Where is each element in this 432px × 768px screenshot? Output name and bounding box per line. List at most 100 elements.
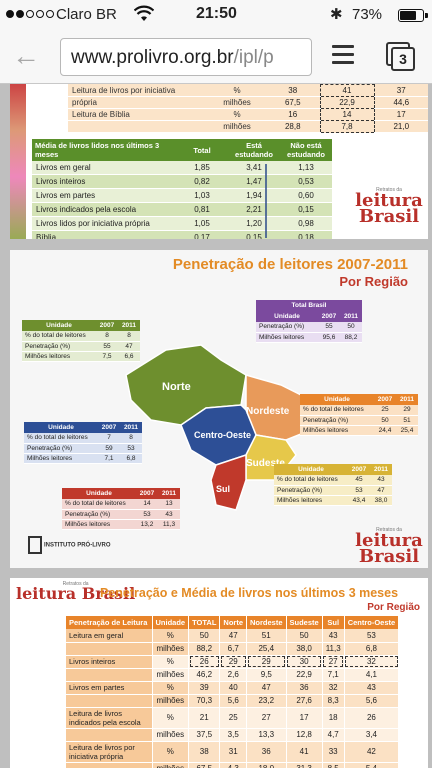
table-cell: 1,94 [228, 188, 280, 203]
table-cell: 12,8 [286, 728, 323, 742]
column-header: 2007 [96, 320, 118, 331]
table-cell: 8,5 [322, 762, 345, 768]
table-cell: 41 [319, 84, 375, 97]
table-cell: 38 [266, 84, 320, 97]
table-cell: 0,17 [176, 230, 228, 239]
row-label: Leitura de livros por iniciativa própria [66, 741, 153, 763]
slide-title: Penetração e Média de livros nos últimos… [100, 586, 399, 600]
table-cell: % do total de leitores [300, 405, 374, 416]
signal-dot [36, 10, 44, 18]
table-cell: 18,0 [246, 762, 287, 768]
row-label: Leitura em geral [66, 629, 153, 643]
row-label: Livros inteiros [66, 655, 153, 669]
table-cell: Penetração (%) [62, 509, 136, 520]
web-page-content[interactable]: Leitura de livros por iniciativa% 38 41 37 p… [0, 84, 432, 768]
table-row: % do total de leitores 8 8 [22, 331, 140, 342]
media-livros-table: Média de livros lidos nos últimos 3 mese… [32, 139, 332, 239]
table-cell: 55 [96, 341, 118, 352]
retratos-logo: Retratos da leitura Brasil [355, 527, 423, 567]
table-cell: 31,3 [286, 762, 323, 768]
battery-icon [398, 9, 428, 22]
column-header: 2011 [396, 394, 418, 405]
table-cell: 33 [322, 741, 345, 763]
table-row: milhões 70,3 5,6 23,2 27,6 8,3 5,6 [66, 694, 400, 708]
table-cell: 47 [219, 629, 247, 643]
column-header: Unidade [274, 464, 348, 475]
book-stripe-decoration [10, 84, 26, 239]
table-cell: 4,1 [344, 668, 400, 682]
table-cell: Milhões leitores [300, 425, 374, 436]
table-cell: 50 [340, 322, 362, 333]
table-cell: 47 [246, 681, 287, 695]
table-cell: 38 [188, 741, 221, 763]
wifi-icon [134, 5, 154, 21]
table-cell: 50 [286, 629, 323, 643]
table-cell: 43 [344, 681, 400, 695]
table-cell: Penetração (%) [24, 443, 98, 454]
address-bar[interactable]: www.prolivro.org.br/ipl/p [60, 38, 312, 76]
table-cell: 37 [374, 84, 428, 97]
table-row: Milhões leitores 43,4 38,0 [274, 495, 392, 506]
table-row: Penetração (%) 50 51 [300, 415, 418, 426]
menu-icon[interactable] [332, 45, 354, 65]
table-cell: 7,5 [96, 351, 118, 362]
slide-subtitle: Por Região [339, 274, 408, 289]
column-header: 2007 [348, 464, 370, 475]
table-cell: 8 [96, 331, 118, 342]
table-cell: 50 [188, 629, 221, 643]
table-cell: 3,4 [344, 728, 400, 742]
table-cell: 88,2 [340, 332, 362, 343]
top-table-fragment: Leitura de livros por iniciativa% 38 41 37 p… [68, 84, 428, 133]
row-unit: % [208, 108, 266, 121]
column-header: 2007 [98, 422, 120, 433]
table-cell: 6,8 [120, 453, 142, 464]
row-unit: % [152, 707, 190, 729]
table-cell: 38,0 [286, 642, 323, 656]
table-row: % do total de leitores 25 29 [300, 405, 418, 416]
retratos-logo: Retratos da leitura Brasil [16, 581, 136, 603]
column-header: 2011 [370, 464, 392, 475]
battery-level [400, 11, 417, 20]
table-cell: Milhões leitores [256, 332, 318, 343]
row-label [66, 762, 153, 768]
sul-table: Unidade 2007 2011% do total de leitores 14 1… [62, 488, 180, 530]
table-row: % do total de leitores 7 8 [24, 433, 142, 444]
column-header: 2007 [374, 394, 396, 405]
column-header: Está estudando [228, 139, 280, 161]
back-arrow-icon[interactable]: ← [12, 40, 40, 71]
row-unit: % [152, 655, 190, 669]
column-header: Não está estudando [280, 139, 332, 161]
table-cell: 13,3 [246, 728, 287, 742]
total-brasil-table: Total Brasil Unidade 2007 2011 Penetração (%… [256, 300, 362, 343]
table-row: Leitura de Bíblia% 16 14 17 [68, 108, 428, 121]
table-cell: 5,4 [344, 762, 400, 768]
row-label [68, 120, 208, 133]
table-row: Livros em partes 1,03 1,94 0,60 [32, 188, 332, 203]
tabs-button[interactable]: 3 [386, 42, 416, 72]
label-nordeste: Nordeste [246, 406, 290, 417]
table-cell: 22,9 [319, 96, 375, 109]
table-cell: 27,6 [286, 694, 323, 708]
table-cell: 3,41 [228, 161, 280, 175]
row-label: Livros lidos por iniciativa própria [32, 216, 176, 231]
column-header: Unidade [22, 320, 96, 331]
table-cell: 31 [219, 741, 247, 763]
carrier-name: Claro BR [56, 6, 117, 23]
table-cell: 7 [98, 433, 120, 444]
norte-table: Unidade 2007 2011% do total de leitores 8 8 P… [22, 320, 140, 362]
row-label: Leitura de Bíblia [68, 108, 208, 121]
table-cell: 27 [322, 655, 345, 669]
region-sul [210, 453, 247, 511]
table-row: Milhões leitores 7,5 6,6 [22, 351, 140, 362]
table-row: Livros inteiros% 26 29 29 30 27 32 [66, 655, 400, 669]
table-cell: 46,2 [188, 668, 221, 682]
table-cell: 29 [246, 655, 287, 669]
table-row: Penetração (%) 55 50 [256, 322, 362, 333]
column-header: 2011 [120, 422, 142, 433]
table-cell: 0,60 [280, 188, 332, 203]
table-cell: 0,15 [280, 202, 332, 217]
table-cell: 43 [158, 509, 180, 520]
table-cell: % do total de leitores [274, 475, 348, 486]
table-cell: 13 [158, 499, 180, 510]
table-row: Penetração (%) 53 43 [62, 509, 180, 520]
